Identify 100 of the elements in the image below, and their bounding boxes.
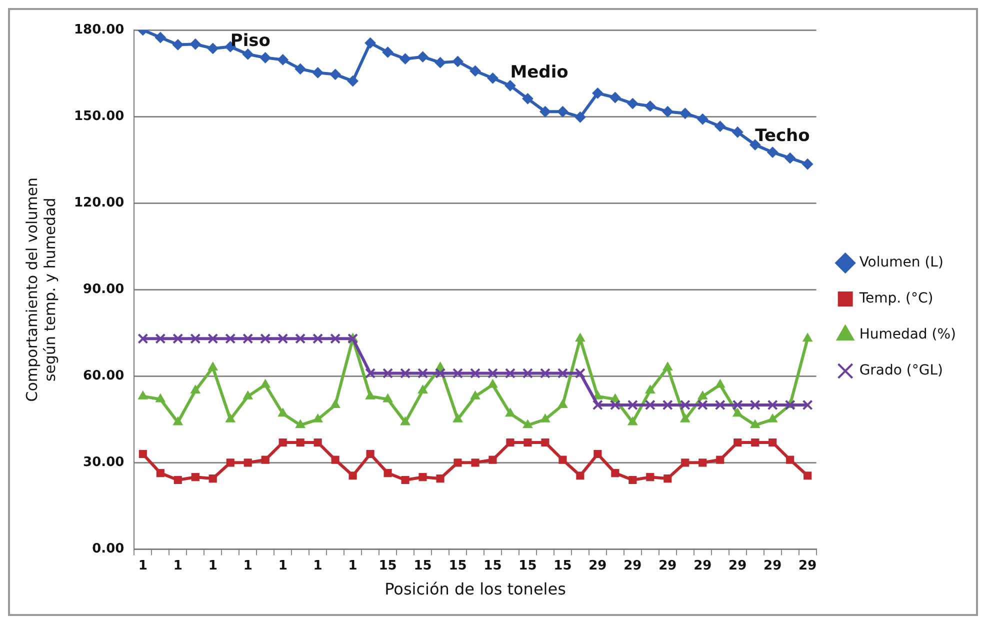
point xyxy=(401,476,410,484)
point xyxy=(278,333,288,344)
point xyxy=(592,400,603,410)
legend-label: Temp. (°C) xyxy=(858,290,934,307)
point xyxy=(261,456,270,464)
point xyxy=(505,408,516,417)
point xyxy=(488,379,498,388)
x-tick-label: 1 xyxy=(313,558,322,574)
point xyxy=(295,333,306,344)
point xyxy=(312,414,323,422)
point xyxy=(156,394,166,402)
point xyxy=(541,438,550,447)
point xyxy=(312,333,324,344)
point xyxy=(751,438,760,447)
point xyxy=(644,100,656,112)
point xyxy=(418,385,428,394)
point xyxy=(384,469,392,478)
point xyxy=(522,368,533,378)
point xyxy=(243,390,253,400)
point xyxy=(400,53,411,64)
point xyxy=(610,400,620,410)
point xyxy=(330,399,340,408)
point xyxy=(277,54,288,66)
point xyxy=(382,368,394,378)
point xyxy=(260,52,271,64)
point xyxy=(191,473,200,482)
point xyxy=(784,400,796,410)
point xyxy=(487,368,498,378)
point xyxy=(400,416,410,426)
point xyxy=(628,416,638,426)
point xyxy=(470,390,480,400)
point xyxy=(331,456,340,464)
point xyxy=(138,333,148,344)
y-tick-label: 0.00 xyxy=(92,542,124,557)
point xyxy=(611,469,620,478)
point xyxy=(767,400,778,410)
x-tick-label: 15 xyxy=(414,558,432,574)
annotation: Techo xyxy=(755,126,810,146)
point xyxy=(260,333,271,344)
x-tick-label: 29 xyxy=(658,558,677,574)
point xyxy=(732,408,742,417)
point xyxy=(627,400,638,410)
point xyxy=(662,106,674,118)
point xyxy=(452,414,463,422)
point xyxy=(417,51,428,62)
point xyxy=(487,72,498,84)
point xyxy=(138,450,147,458)
point xyxy=(540,106,551,118)
point xyxy=(504,368,516,378)
point xyxy=(330,333,341,344)
point xyxy=(138,390,148,400)
point xyxy=(504,80,516,92)
point xyxy=(576,472,584,480)
x-tick-label: 1 xyxy=(138,558,148,574)
point xyxy=(592,88,604,99)
y-tick-label: 180.00 xyxy=(74,22,124,38)
point xyxy=(732,400,743,410)
point xyxy=(207,42,218,54)
point xyxy=(314,438,322,447)
point xyxy=(470,368,480,378)
point xyxy=(680,108,691,119)
point xyxy=(662,362,672,370)
point xyxy=(768,438,777,447)
point xyxy=(628,476,637,484)
point xyxy=(470,65,481,76)
point xyxy=(732,126,744,138)
point xyxy=(173,416,183,426)
point xyxy=(172,39,184,50)
x-tick-label: 15 xyxy=(448,558,467,574)
x-tick-label: 29 xyxy=(728,558,747,574)
point xyxy=(190,38,201,50)
point xyxy=(557,106,568,118)
point xyxy=(154,32,166,43)
y-tick-label: 150.00 xyxy=(74,108,124,124)
point xyxy=(330,68,341,80)
point xyxy=(418,473,427,482)
x-tick-label: 29 xyxy=(694,558,712,574)
x-tick-label: 15 xyxy=(518,558,537,574)
point xyxy=(594,450,602,458)
point xyxy=(627,98,638,110)
point xyxy=(610,92,621,103)
point xyxy=(592,390,603,400)
point xyxy=(750,400,760,410)
point xyxy=(715,379,725,388)
point xyxy=(802,333,812,342)
point xyxy=(418,368,428,378)
point xyxy=(488,456,497,464)
point xyxy=(364,37,376,48)
point xyxy=(174,476,182,484)
point xyxy=(645,385,655,394)
point xyxy=(435,368,446,378)
point xyxy=(471,458,480,467)
point xyxy=(750,420,760,428)
x-tick-label: 15 xyxy=(554,558,572,574)
point xyxy=(226,414,236,422)
point xyxy=(454,458,462,467)
point xyxy=(208,333,218,344)
x-tick-label: 29 xyxy=(798,558,817,574)
x-tick-label: 1 xyxy=(348,558,358,574)
point xyxy=(786,456,794,464)
